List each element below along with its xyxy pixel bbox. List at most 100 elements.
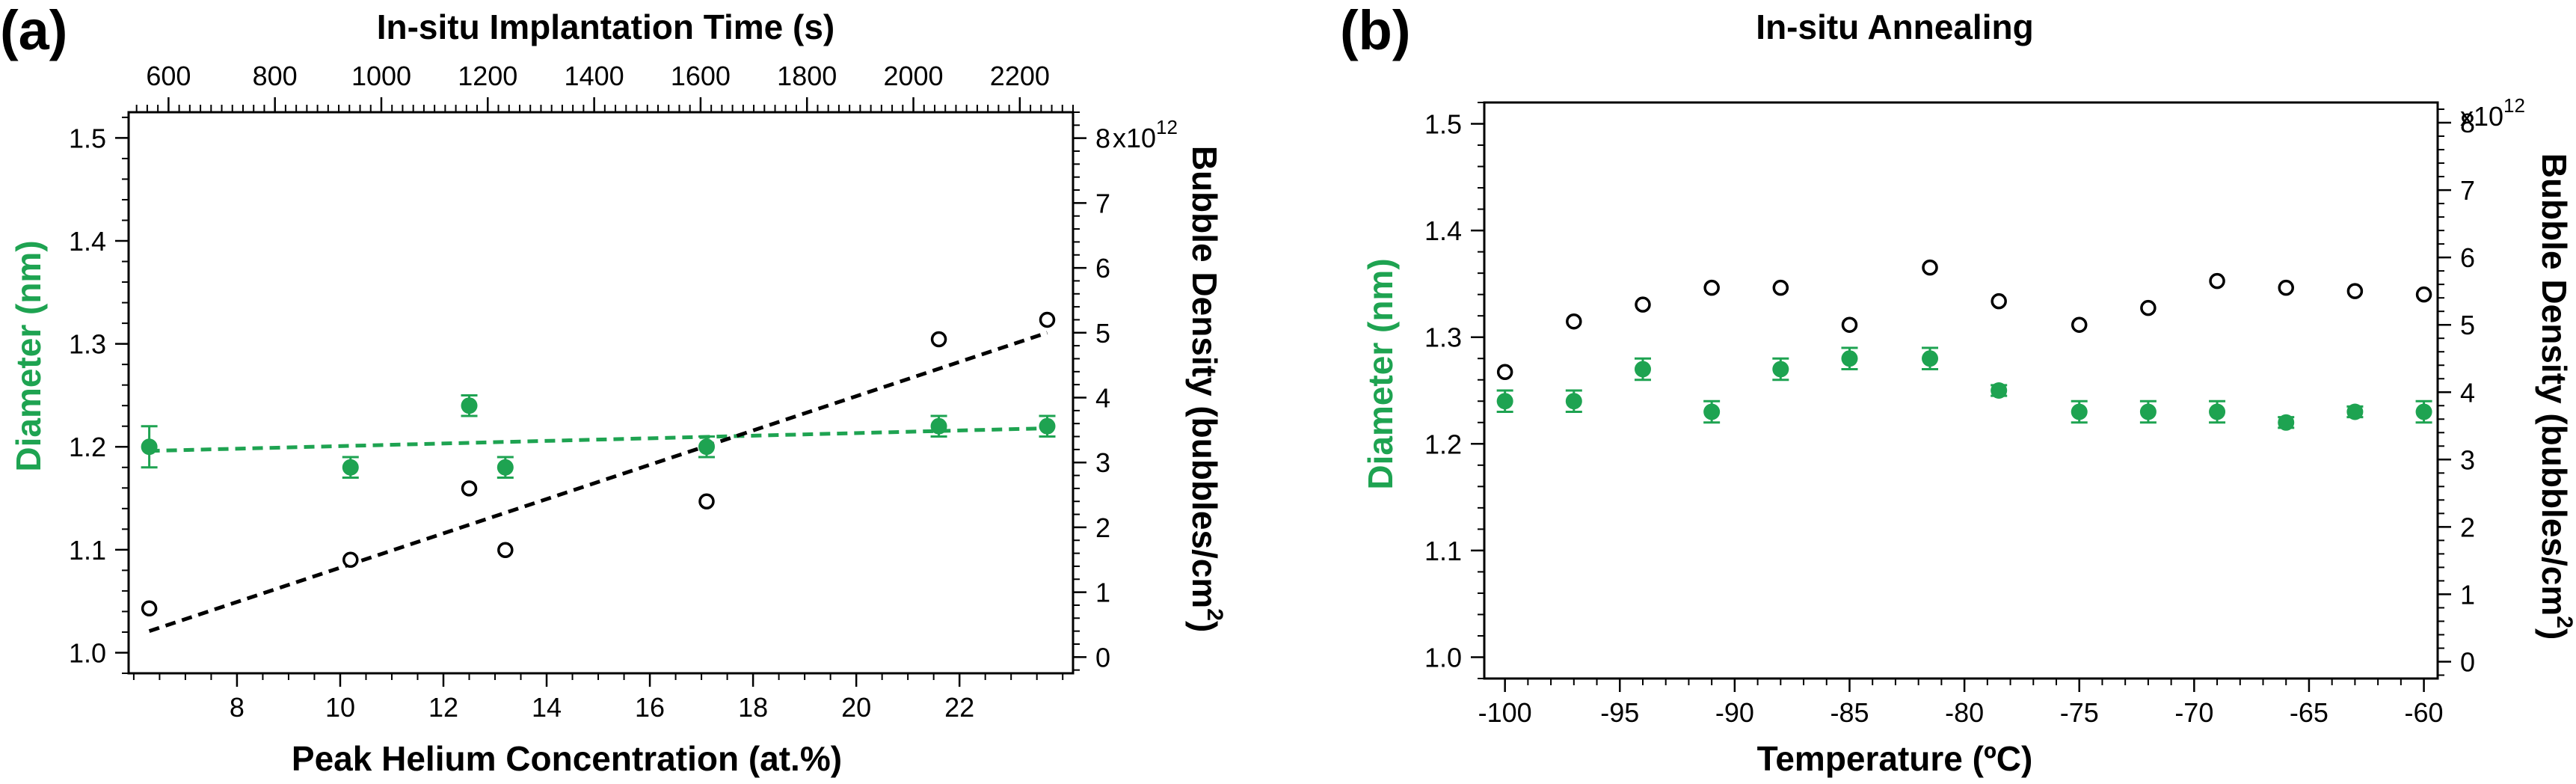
- panel-a-top-axis-title: In-situ Implantation Time (s): [377, 7, 835, 46]
- panel-b-x-axis-title: Temperature (ºC): [1757, 739, 2033, 778]
- panel-b-diameter-point: [2139, 403, 2157, 420]
- panel-a-y-left-title: Diameter (nm): [9, 240, 48, 471]
- panel-b-x-tick-label: -65: [2290, 697, 2328, 728]
- panel-b-y-right-tick-label: 4: [2460, 377, 2475, 408]
- panel-a-plot-frame: [127, 111, 1075, 675]
- panel-b-label: (b): [1340, 0, 1411, 61]
- panel-a-y-right-tick-label: 4: [1095, 383, 1110, 414]
- panel-a-top-tick-label: 1000: [351, 61, 411, 91]
- panel-a-label: (a): [0, 0, 67, 61]
- panel-b-multiplier: x1012: [2460, 94, 2525, 132]
- panel-b-y-left-tick-label: 1.2: [1424, 429, 1462, 459]
- panel-b-y-right-tick-label: 1: [2460, 579, 2475, 610]
- panel-a-density-point: [141, 600, 158, 617]
- panel-b-density-point: [1703, 279, 1720, 296]
- panel-b-density-point: [1635, 296, 1651, 313]
- panel-b-diameter-point: [1703, 403, 1721, 420]
- panel-a-top-tick-label: 1800: [777, 61, 837, 91]
- panel-a-y-right-tick-label: 8: [1095, 123, 1110, 154]
- panel-b-y-right-tick-label: 7: [2460, 175, 2475, 206]
- panel-a-y-right-tick-label: 1: [1095, 578, 1110, 608]
- panel-a-x-axis-title: Peak Helium Concentration (at.%): [292, 739, 842, 778]
- panel-a-x-tick-label: 16: [635, 692, 665, 723]
- panel-b-y-right-title-close: ): [2535, 628, 2574, 640]
- panel-b-density-point: [1496, 364, 1513, 380]
- panel-b-density-point: [2278, 279, 2294, 296]
- panel-b-x-tick-label: -75: [2060, 697, 2099, 728]
- panel-a-x-tick-label: 22: [944, 692, 974, 723]
- panel-a-y-right-tick-label: 0: [1095, 642, 1110, 673]
- panel-b-density-point: [1991, 293, 2007, 310]
- panel-a-y-right-tick-label: 7: [1095, 188, 1110, 218]
- panel-a-y-left-tick-label: 1.0: [69, 637, 106, 668]
- panel-b-y-left-tick-label: 1.3: [1424, 322, 1462, 353]
- panel-b-diameter-point: [1772, 361, 1789, 378]
- panel-a-fit-line: [148, 331, 1048, 634]
- panel-b-y-right-title-main: Bubble Density (bubbles/cm: [2535, 153, 2574, 616]
- panel-b-diameter-point: [1841, 350, 1858, 367]
- panel-b-density-point: [1772, 279, 1789, 296]
- panel-a-y-left-tick-label: 1.5: [69, 123, 106, 153]
- panel-a-density-point: [1039, 311, 1056, 328]
- panel-b-density-point: [1922, 259, 1938, 276]
- panel-a-y-right-title: Bubble Density (bubbles/cm2): [1185, 146, 1227, 633]
- panel-b-y-left-title: Diameter (nm): [1361, 258, 1400, 489]
- panel-b-diameter-point: [2071, 403, 2088, 420]
- panel-a-density-point: [461, 480, 478, 497]
- panel-b-y-left-tick-label: 1.0: [1424, 642, 1462, 673]
- panel-a-y-right-tick-label: 6: [1095, 253, 1110, 284]
- panel-b-density-point: [2346, 283, 2364, 299]
- panel-a-diameter-point: [1039, 417, 1056, 435]
- panel-b-diameter-point: [1922, 350, 1939, 367]
- panel-a-diameter-point: [497, 459, 514, 476]
- panel-a-y-left-tick-label: 1.2: [69, 432, 106, 462]
- panel-b-y-left-tick-label: 1.5: [1424, 109, 1462, 140]
- panel-b-y-right-tick-label: 8: [2460, 108, 2475, 138]
- panel-a-y-left-tick-label: 1.3: [69, 329, 106, 360]
- panel-b-y-left-tick-label: 1.1: [1424, 536, 1462, 566]
- panel-a-x-tick-label: 12: [428, 692, 458, 723]
- panel-b-y-right-title: Bubble Density (bubbles/cm2): [2535, 153, 2576, 640]
- panel-b-diameter-point: [2346, 403, 2364, 420]
- panel-a-y-left-tick-label: 1.1: [69, 535, 106, 566]
- panel-b-density-point: [2140, 299, 2157, 316]
- panel-a-y-right-title-main: Bubble Density (bubbles/cm: [1185, 146, 1224, 609]
- panel-b-diameter-point: [2209, 403, 2226, 420]
- panel-b-x-tick-label: -100: [1478, 697, 1532, 728]
- panel-a-density-point: [342, 551, 359, 569]
- panel-b-density-point: [2415, 286, 2432, 303]
- panel-a-y-left-tick-label: 1.4: [69, 226, 106, 257]
- panel-a-density-point: [698, 493, 715, 509]
- panel-b-y-left-tick-label: 1.4: [1424, 215, 1462, 246]
- panel-b-density-point: [2209, 272, 2225, 290]
- panel-b-diameter-point: [2278, 414, 2295, 431]
- panel-b-x-tick-label: -95: [1600, 697, 1639, 728]
- panel-b-diameter-point: [1496, 393, 1513, 410]
- panel-b-diameter-point: [1634, 361, 1651, 378]
- panel-a-diameter-point: [698, 438, 715, 456]
- panel-a-y-right-tick-label: 5: [1095, 318, 1110, 349]
- panel-b-y-right-tick-label: 0: [2460, 646, 2475, 677]
- panel-a-diameter-point: [342, 459, 359, 476]
- panel-b-x-tick-label: -80: [1945, 697, 1984, 728]
- panel-b-x-tick-label: -70: [2174, 697, 2213, 728]
- panel-b-density-point: [1566, 313, 1582, 330]
- panel-a-top-tick-label: 2200: [990, 61, 1050, 91]
- panel-a-top-tick-label: 800: [253, 61, 298, 91]
- panel-a-density-point: [930, 331, 947, 348]
- panel-a-top-tick-label: 1400: [565, 61, 624, 91]
- panel-b-title: In-situ Annealing: [1756, 7, 2033, 46]
- panel-b-y-right-tick-label: 5: [2460, 310, 2475, 340]
- panel-b-y-right-tick-label: 6: [2460, 242, 2475, 273]
- panel-b-x-tick-label: -90: [1715, 697, 1754, 728]
- panel-a-x-tick-label: 20: [841, 692, 871, 723]
- panel-a-y-right-title-close: ): [1185, 621, 1224, 632]
- panel-a-top-tick-label: 2000: [883, 61, 943, 91]
- panel-a-y-right-title-sup: 2: [1202, 608, 1227, 621]
- panel-b-y-right-title-sup: 2: [2552, 616, 2576, 628]
- panel-b-diameter-point: [2415, 403, 2432, 420]
- panel-b-chart: -100 -95 -90 -85 -80 -75 -70 -65 -60 1.0 1.1 1.2 1.3…: [1424, 101, 2475, 728]
- panel-a-fit-line: [149, 426, 1048, 453]
